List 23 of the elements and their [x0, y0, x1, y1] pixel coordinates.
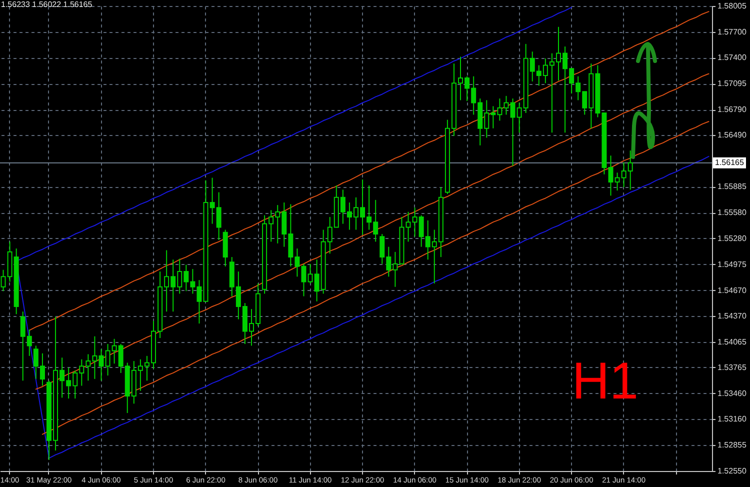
y-tick-label: 1.57400 [718, 53, 747, 62]
line-series [28, 11, 710, 331]
y-tick-label: 1.57095 [718, 79, 747, 88]
y-tick-label: 1.55280 [718, 234, 747, 243]
y-tick-label: 1.54065 [718, 337, 747, 346]
y-tick-label: 1.56790 [718, 105, 747, 114]
ref-line-label: 1.56165 [715, 158, 744, 167]
y-tick-label: 1.55885 [718, 182, 747, 192]
y-tick-label: 1.52550 [718, 466, 747, 476]
y-tick-label: 1.57700 [718, 28, 747, 36]
line-series [42, 121, 710, 435]
y-tick-label: 1.53160 [718, 414, 747, 424]
y-tick-label: 1.52855 [718, 440, 747, 450]
y-tick-label: 1.54975 [718, 260, 747, 269]
y-tick-label: 1.53460 [718, 388, 747, 398]
y-tick-label: 1.55580 [718, 208, 747, 218]
y-tick-label: 1.54670 [718, 286, 747, 295]
chart-title: 1.56233 1.56022 1.56165 [1, 0, 93, 9]
annotation: H1 [572, 352, 638, 411]
y-tick-label: 1.53765 [718, 362, 747, 372]
y-tick-label: 1.54370 [718, 311, 747, 320]
y-tick-label: 1.58005 [718, 2, 747, 10]
y-tick-label: 1.56490 [718, 130, 747, 140]
